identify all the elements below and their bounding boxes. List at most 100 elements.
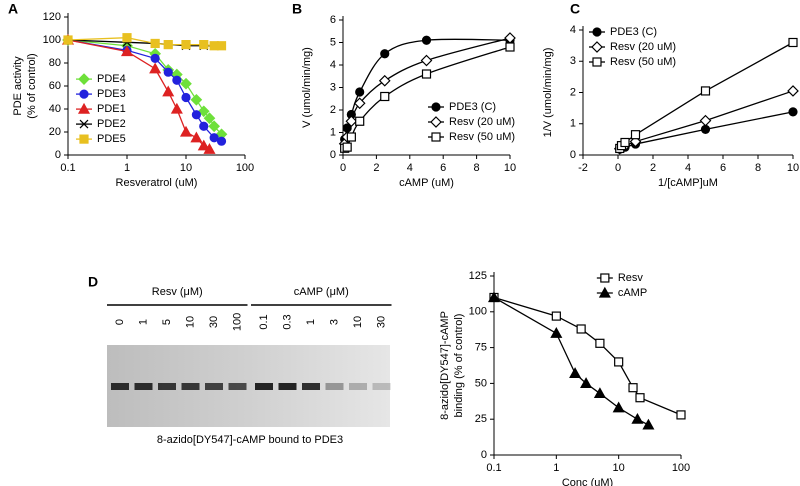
marker xyxy=(181,92,191,103)
marker xyxy=(346,132,356,142)
x-tick-label: 100 xyxy=(672,462,690,474)
legend-label: PDE4 xyxy=(97,73,126,85)
y-tick-label: 0 xyxy=(55,149,61,161)
x-tick-label: 10 xyxy=(504,162,516,174)
y-axis-label: (% of control) xyxy=(26,53,38,118)
gel-band xyxy=(278,383,297,390)
x-tick-label: -2 xyxy=(578,162,588,174)
y-tick-label: 0 xyxy=(570,149,576,161)
legend-label: PDE5 xyxy=(97,133,126,145)
y-tick-label: 2 xyxy=(570,86,576,98)
lane-label: 1 xyxy=(305,319,317,325)
lane-label: 10 xyxy=(184,316,196,328)
marker xyxy=(576,324,586,334)
marker xyxy=(700,86,711,96)
marker xyxy=(199,39,209,50)
marker xyxy=(179,125,193,137)
y-axis-label: PDE activity xyxy=(12,56,24,116)
y-tick-label: 4 xyxy=(570,24,576,36)
marker xyxy=(122,33,132,43)
marker xyxy=(180,77,192,90)
gel-band xyxy=(255,383,273,390)
legend-marker xyxy=(598,286,611,298)
x-tick-label: 0.1 xyxy=(60,162,75,174)
marker xyxy=(199,121,209,131)
legend-marker xyxy=(78,73,90,85)
y-tick-label: 20 xyxy=(49,126,61,138)
y-tick-label: 100 xyxy=(469,306,487,318)
x-tick-label: 100 xyxy=(236,162,254,174)
legend-label: Resv (50 uM) xyxy=(449,131,515,143)
legend-marker xyxy=(79,119,89,129)
y-tick-label: 3 xyxy=(330,81,336,93)
marker xyxy=(421,69,432,79)
marker xyxy=(342,142,352,152)
marker xyxy=(593,387,606,399)
x-axis-label: Conc (uM) xyxy=(562,477,613,486)
marker xyxy=(642,418,655,430)
marker xyxy=(150,38,160,49)
x-tick-label: 6 xyxy=(720,162,726,174)
lane-label: 100 xyxy=(231,313,243,331)
y-tick-label: 1 xyxy=(330,126,336,138)
x-tick-label: 4 xyxy=(407,162,413,174)
marker xyxy=(208,120,220,133)
marker xyxy=(203,143,216,154)
marker xyxy=(595,338,605,348)
marker xyxy=(580,377,593,388)
marker xyxy=(628,383,638,393)
y-tick-label: 5 xyxy=(330,36,336,48)
gel-band xyxy=(349,383,367,390)
marker xyxy=(551,311,561,321)
marker xyxy=(788,37,798,48)
series-line xyxy=(67,39,222,142)
x-tick-label: 10 xyxy=(180,162,192,174)
marker xyxy=(355,116,365,126)
legend-label: PDE3 (C) xyxy=(449,101,496,113)
x-axis-label: Resveratrol (uM) xyxy=(116,177,198,189)
marker xyxy=(421,35,432,45)
y-tick-label: 2 xyxy=(330,104,336,116)
gel-caption: 8-azido[DY547]-cAMP bound to PDE3 xyxy=(157,434,343,446)
gel-band xyxy=(372,383,391,390)
marker xyxy=(631,412,644,424)
marker xyxy=(63,35,73,45)
marker xyxy=(190,131,203,143)
legend-marker xyxy=(431,102,441,112)
lane-label: 30 xyxy=(208,316,220,328)
panel-label: B xyxy=(292,1,302,17)
marker xyxy=(163,39,173,50)
marker xyxy=(353,97,366,110)
marker xyxy=(120,45,134,57)
lane-label: 1 xyxy=(137,319,149,325)
legend-marker xyxy=(600,273,610,283)
marker xyxy=(203,112,216,125)
y-axis-label: 8-azido[DY547]-cAMP xyxy=(439,311,451,420)
y-tick-label: 1 xyxy=(570,118,576,130)
y-tick-label: 0 xyxy=(481,449,487,461)
y-tick-label: 75 xyxy=(475,342,487,354)
legend-label: cAMP xyxy=(618,287,647,299)
marker xyxy=(355,87,365,97)
legend-label: Resv (50 uM) xyxy=(610,56,676,68)
gel-band xyxy=(228,383,247,390)
marker xyxy=(172,75,182,85)
marker xyxy=(197,105,210,118)
marker xyxy=(676,410,686,420)
marker xyxy=(505,42,515,52)
lane-label: 5 xyxy=(161,319,173,325)
y-tick-label: 50 xyxy=(475,377,487,389)
y-tick-label: 6 xyxy=(330,14,336,26)
gel-band xyxy=(158,383,176,390)
gel-image xyxy=(107,345,390,427)
marker xyxy=(378,74,391,87)
y-tick-label: 100 xyxy=(43,34,61,46)
legend-marker xyxy=(430,116,442,128)
marker xyxy=(149,62,162,74)
marker xyxy=(216,41,227,51)
y-tick-label: 80 xyxy=(49,57,61,69)
gel-band xyxy=(181,383,200,390)
legend-marker xyxy=(79,134,89,144)
y-tick-label: 120 xyxy=(43,11,61,23)
x-axis-label: 1/[cAMP]uM xyxy=(658,177,718,189)
